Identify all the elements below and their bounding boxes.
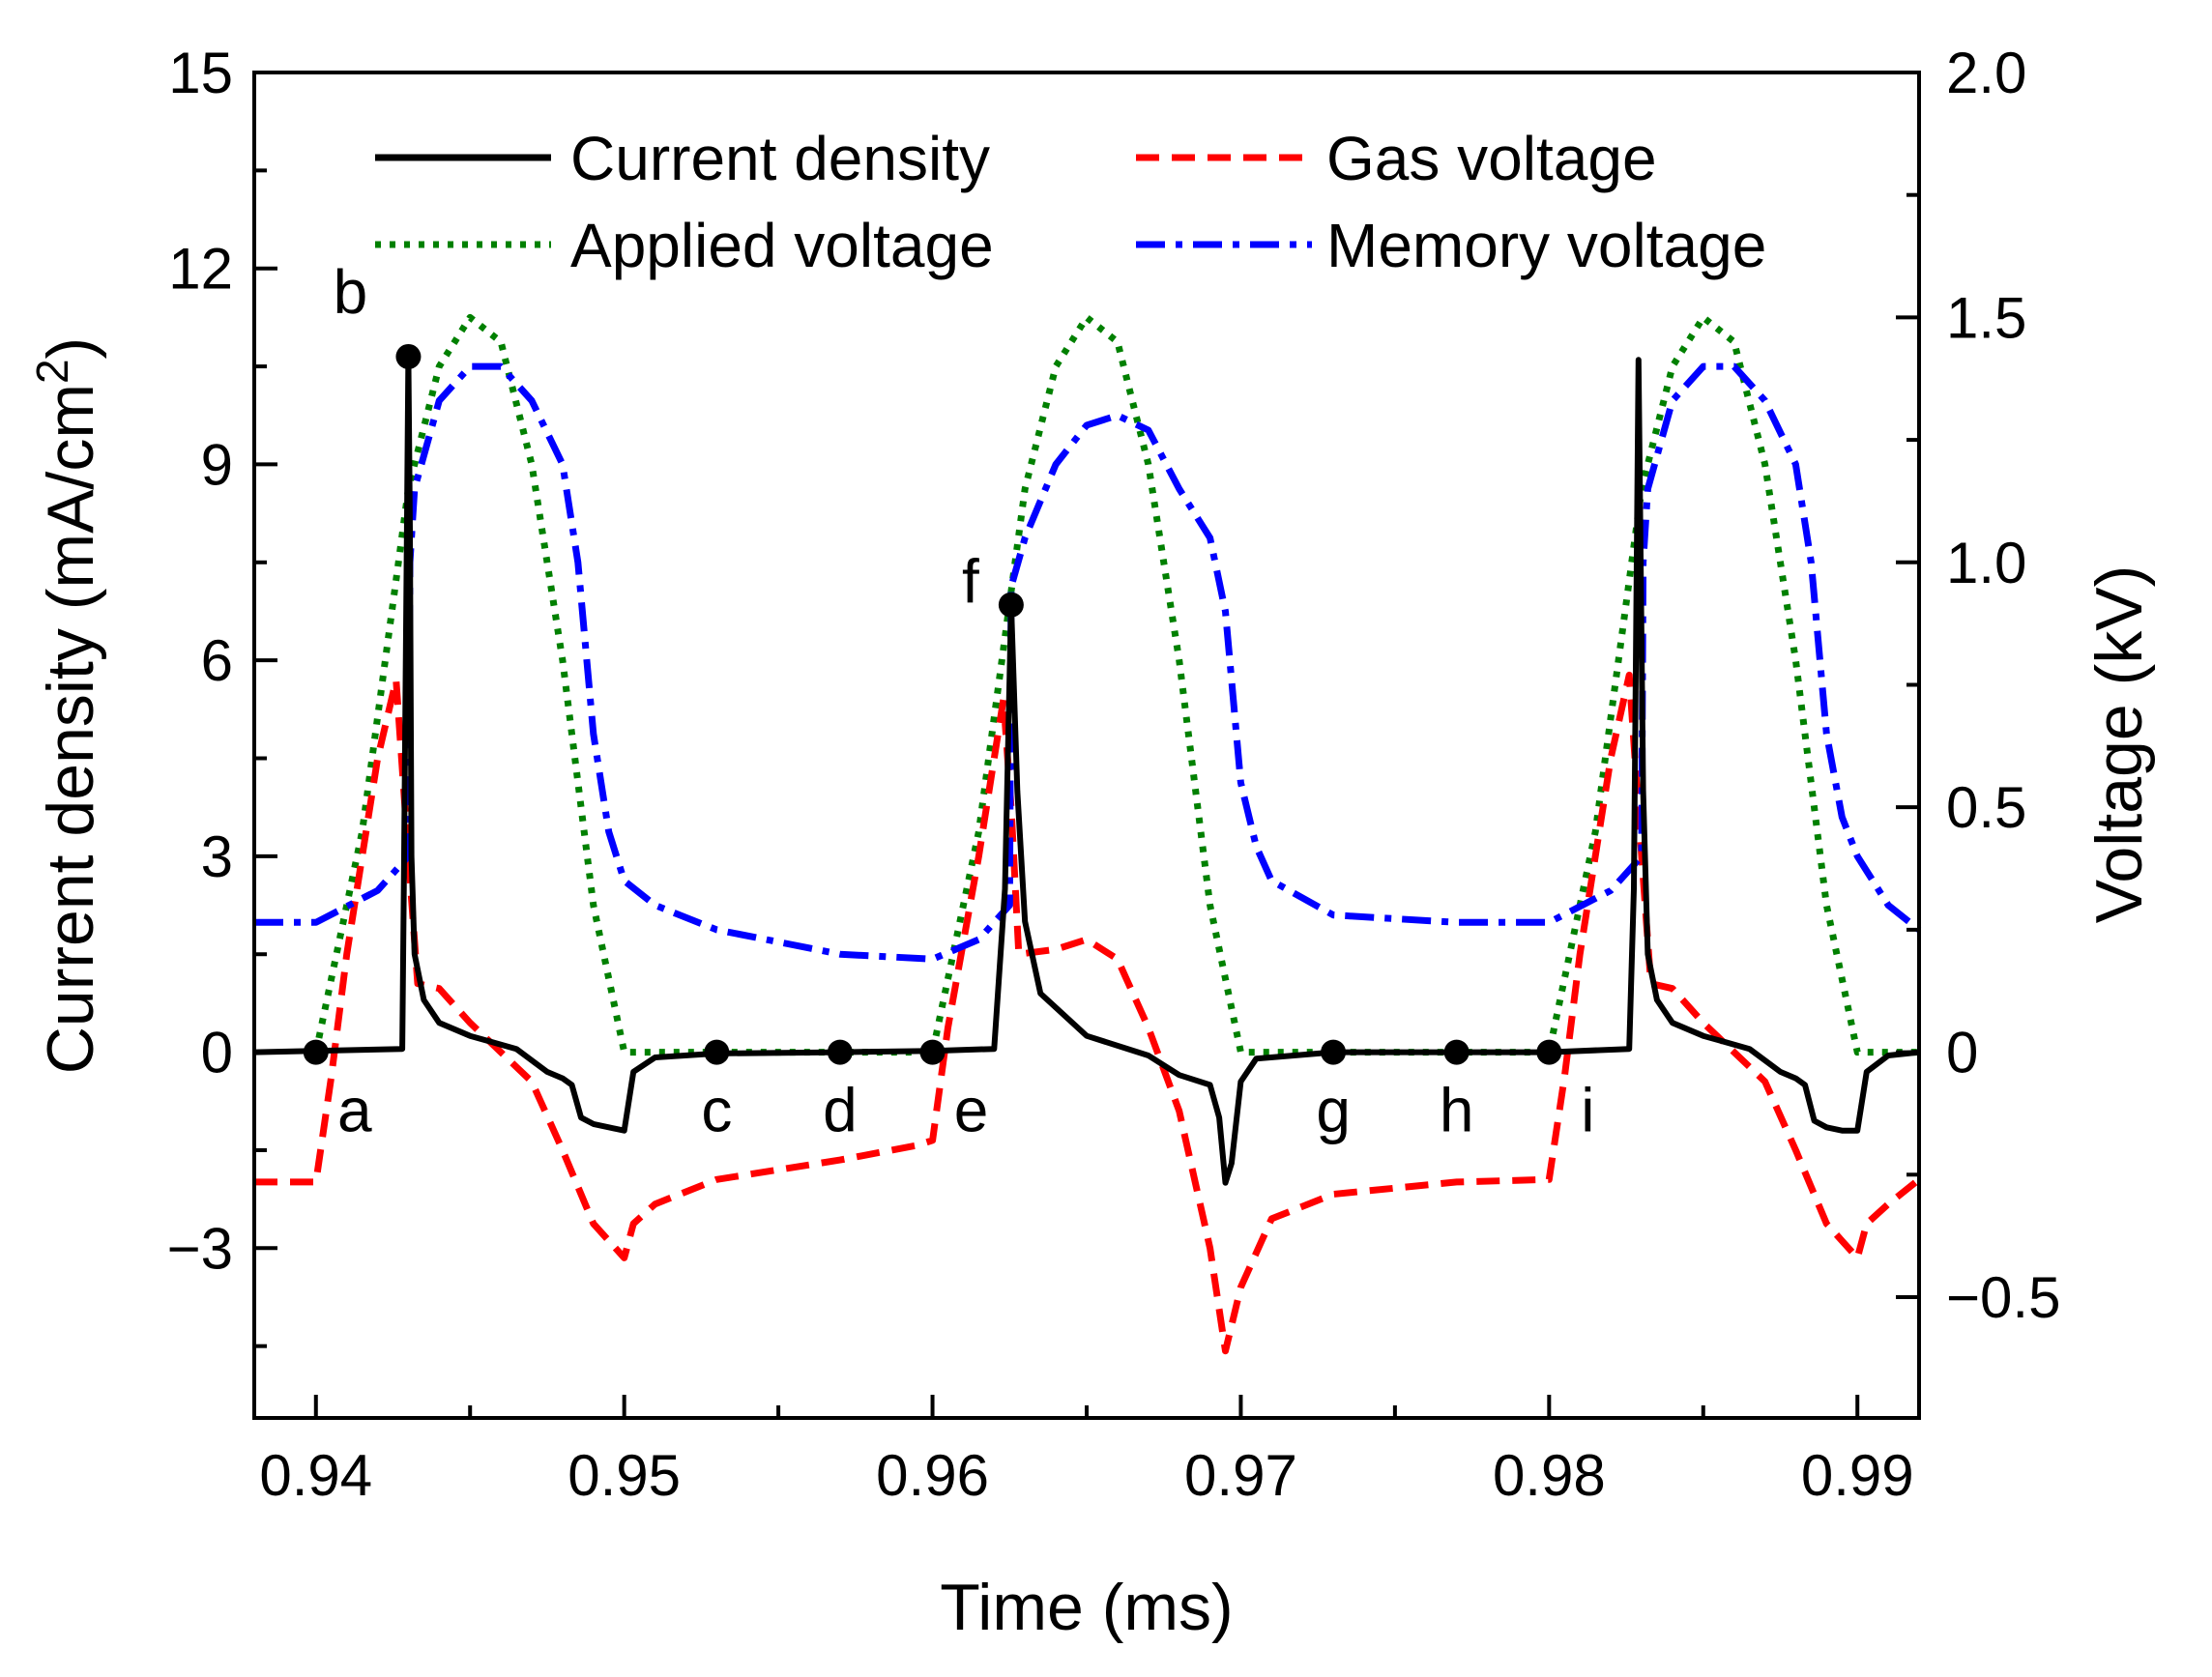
legend-label-applied-voltage: Applied voltage	[570, 211, 994, 280]
left-y-tick-label: 12	[168, 237, 233, 302]
right-y-tick-label: 1.5	[1946, 285, 2026, 350]
left-y-tick-label: 9	[201, 432, 233, 497]
left-y-tick-label: −3	[167, 1216, 233, 1281]
legend: Current density Gas voltage Applied volt…	[375, 124, 1766, 280]
x-tick-label: 0.94	[259, 1443, 372, 1508]
left-y-tick-label: 15	[168, 41, 233, 105]
point-label-b: b	[334, 257, 368, 327]
point-label-i: i	[1581, 1076, 1594, 1145]
axis-ticks	[254, 71, 1919, 1418]
point-label-f: f	[962, 547, 979, 617]
legend-label-current-density: Current density	[570, 124, 990, 193]
series-line-memory-voltage	[254, 362, 1922, 963]
point-marker-d	[827, 1039, 853, 1065]
left-y-axis-title: Current density (mA/cm2)	[27, 337, 107, 1074]
right-y-tick-label: 0.5	[1946, 775, 2026, 840]
point-marker-h	[1443, 1039, 1470, 1065]
point-marker-b	[395, 343, 422, 369]
legend-label-gas-voltage: Gas voltage	[1326, 124, 1657, 193]
point-marker-g	[1321, 1039, 1347, 1065]
series-line-current-density	[253, 353, 1920, 1186]
point-label-d: d	[823, 1076, 858, 1145]
x-tick-label: 0.98	[1493, 1443, 1606, 1508]
point-label-g: g	[1316, 1076, 1351, 1145]
point-marker-i	[1536, 1039, 1562, 1065]
point-label-h: h	[1440, 1076, 1474, 1145]
x-tick-label: 0.99	[1801, 1443, 1914, 1508]
right-y-tick-label: −0.5	[1946, 1265, 2060, 1330]
point-marker-c	[704, 1039, 730, 1065]
point-label-c: c	[701, 1076, 732, 1145]
legend-label-memory-voltage: Memory voltage	[1326, 211, 1766, 280]
tick-labels: 0.94 0.95 0.96 0.97 0.98 0.99 15 12 9 6 3 0 −3 2.0 1.5…	[167, 41, 2061, 1508]
right-y-axis-title: Voltage (kV)	[2082, 565, 2156, 923]
right-y-tick-label: 1.0	[1946, 531, 2026, 595]
point-marker-e	[919, 1039, 946, 1065]
left-y-tick-label: 0	[201, 1021, 233, 1085]
point-label-e: e	[954, 1076, 989, 1145]
right-y-tick-label: 0	[1946, 1021, 1978, 1085]
point-label-a: a	[337, 1076, 372, 1145]
point-marker-f	[998, 592, 1024, 618]
x-axis-title: Time (ms)	[940, 1571, 1233, 1644]
x-tick-label: 0.96	[876, 1443, 989, 1508]
point-marker-a	[303, 1039, 329, 1065]
series-line-applied-voltage	[312, 313, 1919, 1056]
left-y-tick-label: 3	[201, 824, 233, 889]
left-y-tick-label: 6	[201, 628, 233, 693]
series-line-gas-voltage	[254, 671, 1922, 1355]
x-tick-label: 0.95	[568, 1443, 681, 1508]
series-layer	[253, 313, 1922, 1355]
x-tick-label: 0.97	[1184, 1443, 1297, 1508]
point-markers: a b c d e f g h i	[303, 257, 1594, 1145]
right-y-tick-label: 2.0	[1946, 41, 2026, 105]
